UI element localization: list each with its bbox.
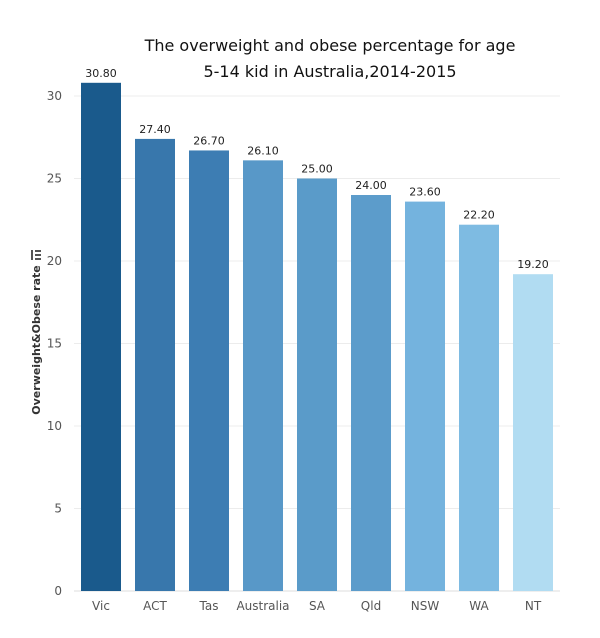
y-tick-label: 10: [47, 419, 62, 433]
x-tick-label: Tas: [199, 599, 219, 613]
y-tick-label: 15: [47, 337, 62, 351]
bar-nt[interactable]: [513, 274, 553, 591]
data-label: 30.80: [85, 67, 117, 80]
bar-tas[interactable]: [189, 150, 229, 591]
bar-act[interactable]: [135, 138, 175, 591]
chart-title-line1: The overweight and obese percentage for …: [144, 36, 516, 55]
data-label: 24.00: [355, 179, 387, 192]
bar-qld[interactable]: [351, 195, 391, 591]
bar-australia[interactable]: [243, 160, 283, 591]
bar-vic[interactable]: [81, 82, 121, 592]
x-tick-label: SA: [309, 599, 326, 613]
data-label: 22.20: [463, 209, 495, 222]
y-tick-label: 20: [47, 254, 62, 268]
bars: [81, 82, 553, 592]
data-label: 26.70: [193, 134, 225, 147]
x-tick-label: ACT: [143, 599, 167, 613]
data-label: 27.40: [139, 123, 171, 136]
data-label: 25.00: [301, 163, 333, 176]
y-axis-title-group: Overweight&Obese rate: [30, 250, 43, 415]
x-tick-label: NT: [525, 599, 542, 613]
y-tick-label: 25: [47, 172, 62, 186]
bar-wa[interactable]: [459, 224, 499, 591]
data-label: 23.60: [409, 186, 441, 199]
y-tick-label: 5: [54, 502, 62, 516]
y-tick-label: 30: [47, 89, 62, 103]
bar-sa[interactable]: [297, 178, 337, 592]
x-tick-label: WA: [469, 599, 489, 613]
x-tick-label: Australia: [236, 599, 289, 613]
data-label: 26.10: [247, 144, 279, 157]
bar-nsw[interactable]: [405, 201, 445, 591]
x-tick-label: Vic: [92, 599, 110, 613]
y-tick-label: 0: [54, 584, 62, 598]
filter-icon[interactable]: [31, 250, 41, 260]
chart-title-line2: 5-14 kid in Australia,2014-2015: [203, 62, 456, 81]
x-tick-label: NSW: [411, 599, 440, 613]
x-tick-label: Qld: [361, 599, 381, 613]
data-label: 19.20: [517, 258, 549, 271]
y-axis-ticks: 0 5 10 15 20 25 30: [47, 89, 62, 598]
y-axis-title: Overweight&Obese rate: [30, 265, 43, 414]
x-axis-ticks: Vic ACT Tas Australia SA Qld NSW WA NT: [92, 599, 542, 613]
data-labels: 30.80 27.40 26.70 26.10 25.00 24.00 23.60 22.20…: [85, 67, 549, 271]
